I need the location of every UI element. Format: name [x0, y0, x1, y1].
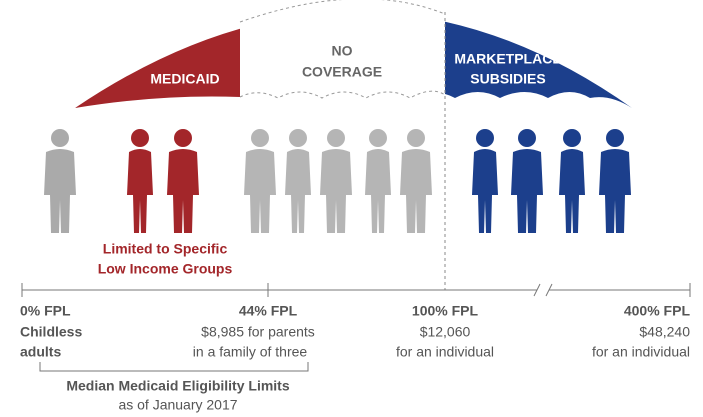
- person: [44, 149, 76, 233]
- umbrella-label: COVERAGE: [302, 64, 382, 80]
- person: [251, 129, 269, 147]
- person: [320, 149, 352, 233]
- person: [472, 149, 498, 233]
- marker-label: 0% FPL: [20, 303, 71, 319]
- person: [127, 149, 153, 233]
- marker-label: adults: [20, 344, 61, 360]
- bracket: [40, 362, 308, 371]
- umbrella-label: SUBSIDIES: [470, 71, 545, 87]
- person: [285, 149, 311, 233]
- marker-label: 400% FPL: [624, 303, 691, 319]
- medicaid-panel: [60, 0, 240, 120]
- marker-label: Childless: [20, 324, 82, 340]
- marker-label: $48,240: [639, 324, 690, 340]
- infographic: MEDICAID NO COVERAGE MARKETPLACE SUBSIDI…: [0, 0, 703, 417]
- person: [289, 129, 307, 147]
- marker-label: for an individual: [592, 344, 690, 360]
- umbrella-label: MARKETPLACE: [454, 51, 561, 67]
- marker-label: in a family of three: [193, 344, 308, 360]
- marker-label: 100% FPL: [412, 303, 479, 319]
- person: [174, 129, 192, 147]
- person: [244, 149, 276, 233]
- note: Low Income Groups: [98, 261, 233, 277]
- person: [563, 129, 581, 147]
- umbrella-label: NO: [332, 43, 353, 59]
- person: [369, 129, 387, 147]
- person: [518, 129, 536, 147]
- person: [407, 129, 425, 147]
- people: [44, 129, 631, 233]
- axis: [22, 283, 690, 297]
- person: [599, 149, 631, 233]
- marker-label: $12,060: [420, 324, 471, 340]
- no-coverage-panel: [240, 0, 445, 120]
- note: Limited to Specific: [103, 241, 228, 257]
- person: [365, 149, 391, 233]
- person: [476, 129, 494, 147]
- person: [400, 149, 432, 233]
- marker-label: $8,985 for parents: [201, 324, 315, 340]
- person: [167, 149, 199, 233]
- footnote: Median Medicaid Eligibility Limits: [66, 378, 289, 394]
- marker-labels: 0% FPL Childless adults 44% FPL $8,985 f…: [20, 303, 690, 360]
- marker-label: for an individual: [396, 344, 494, 360]
- person: [131, 129, 149, 147]
- umbrella-label: MEDICAID: [150, 71, 219, 87]
- person: [51, 129, 69, 147]
- person: [327, 129, 345, 147]
- page: {"umbrella": {"medicaid": "MEDICAID", "n…: [0, 0, 703, 417]
- marker-label: 44% FPL: [239, 303, 298, 319]
- person: [511, 149, 543, 233]
- person: [559, 149, 585, 233]
- person: [606, 129, 624, 147]
- footnote: as of January 2017: [118, 397, 237, 413]
